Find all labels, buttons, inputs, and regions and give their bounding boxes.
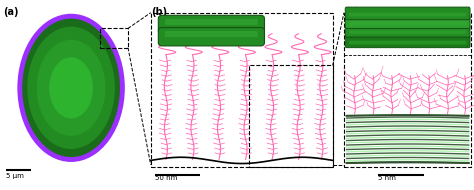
FancyBboxPatch shape xyxy=(151,13,333,166)
FancyBboxPatch shape xyxy=(349,41,466,44)
Text: (c): (c) xyxy=(344,7,359,17)
Text: 5 nm: 5 nm xyxy=(378,174,396,180)
FancyBboxPatch shape xyxy=(349,21,466,25)
FancyBboxPatch shape xyxy=(345,35,470,48)
Ellipse shape xyxy=(49,57,93,118)
FancyBboxPatch shape xyxy=(158,15,264,34)
Text: (b): (b) xyxy=(151,7,167,17)
Ellipse shape xyxy=(20,16,122,160)
Text: (a): (a) xyxy=(3,7,18,17)
Text: 50 nm: 50 nm xyxy=(155,174,177,180)
Ellipse shape xyxy=(36,40,106,136)
Text: 5 μm: 5 μm xyxy=(6,173,24,179)
FancyBboxPatch shape xyxy=(165,31,258,37)
FancyBboxPatch shape xyxy=(344,13,471,166)
FancyBboxPatch shape xyxy=(345,16,470,28)
FancyBboxPatch shape xyxy=(345,25,470,37)
FancyBboxPatch shape xyxy=(349,13,466,17)
Ellipse shape xyxy=(27,27,115,149)
FancyBboxPatch shape xyxy=(345,7,470,20)
FancyBboxPatch shape xyxy=(165,19,258,25)
FancyBboxPatch shape xyxy=(349,30,466,34)
FancyBboxPatch shape xyxy=(158,28,264,46)
